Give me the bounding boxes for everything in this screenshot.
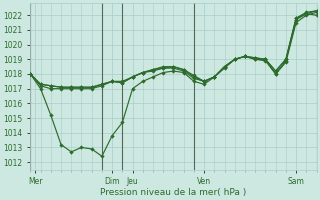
X-axis label: Pression niveau de la mer( hPa ): Pression niveau de la mer( hPa ) — [100, 188, 247, 197]
